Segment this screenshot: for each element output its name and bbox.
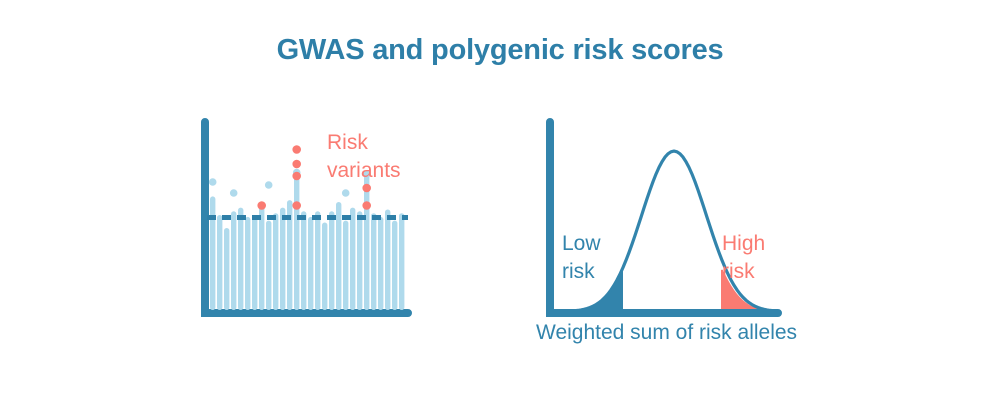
manhattan-bar [364, 172, 370, 310]
manhattan-bar [322, 222, 328, 310]
low-risk-label-line2: risk [562, 260, 595, 283]
manhattan-bar [294, 170, 300, 310]
manhattan-bar [357, 211, 363, 310]
manhattan-plot-panel: Risk variants [180, 108, 430, 348]
manhattan-bar [280, 207, 286, 310]
manhattan-bar [273, 213, 279, 310]
manhattan-bar [252, 215, 258, 310]
manhattan-bar [315, 211, 321, 310]
snp-dot [229, 189, 238, 197]
manhattan-bar [399, 213, 405, 310]
low-risk-label-line1: Low [562, 232, 601, 255]
snp-dot [362, 170, 371, 178]
risk-variants-label-line2: variants [327, 159, 401, 182]
x-axis-label: Weighted sum of risk alleles [536, 321, 798, 344]
manhattan-bar [231, 211, 237, 310]
manhattan-bar [336, 202, 342, 310]
manhattan-bar [238, 207, 244, 310]
manhattan-bar [245, 216, 251, 310]
manhattan-bar [371, 213, 377, 310]
high-risk-tail-area [722, 269, 772, 311]
low-risk-tail-area [572, 269, 622, 311]
manhattan-bar [378, 216, 384, 310]
manhattan-bar [385, 209, 391, 310]
manhattan-bar [308, 216, 314, 310]
manhattan-suggestive-dots [208, 168, 371, 197]
manhattan-bar [287, 200, 293, 310]
manhattan-bar [224, 228, 230, 310]
normal-distribution-curve [570, 149, 778, 313]
manhattan-bar [301, 211, 307, 310]
risk-variant-dot [292, 145, 301, 154]
snp-dot [341, 189, 350, 197]
risk-variant-dot [292, 171, 301, 181]
snp-dot [208, 178, 217, 186]
manhattan-plot-svg: Risk variants [201, 118, 412, 317]
manhattan-bar [392, 220, 398, 310]
risk-variants-label-line1: Risk [327, 131, 368, 154]
manhattan-bar [210, 196, 216, 310]
snp-dot [264, 181, 273, 189]
risk-variant-dot [362, 183, 371, 193]
distribution-plot-svg: Low risk High risk [546, 118, 782, 317]
manhattan-bar [329, 211, 335, 310]
high-risk-label-line2: risk [722, 260, 755, 283]
manhattan-bar [350, 207, 356, 310]
manhattan-bar [343, 220, 349, 310]
manhattan-risk-dots [257, 145, 371, 210]
manhattan-bar [217, 215, 223, 310]
manhattan-axes [201, 118, 412, 317]
high-risk-label-line1: High [722, 232, 765, 255]
distribution-axes [546, 118, 782, 317]
risk-variant-dot [362, 201, 371, 210]
page-title: GWAS and polygenic risk scores [276, 34, 724, 66]
risk-variant-dot [292, 201, 301, 210]
manhattan-bar [259, 203, 265, 310]
manhattan-bar [266, 220, 272, 310]
risk-variant-dot [257, 201, 266, 210]
manhattan-bars [210, 170, 405, 310]
distribution-plot-panel: Low risk High risk [520, 108, 830, 368]
risk-variant-dot [292, 159, 301, 169]
